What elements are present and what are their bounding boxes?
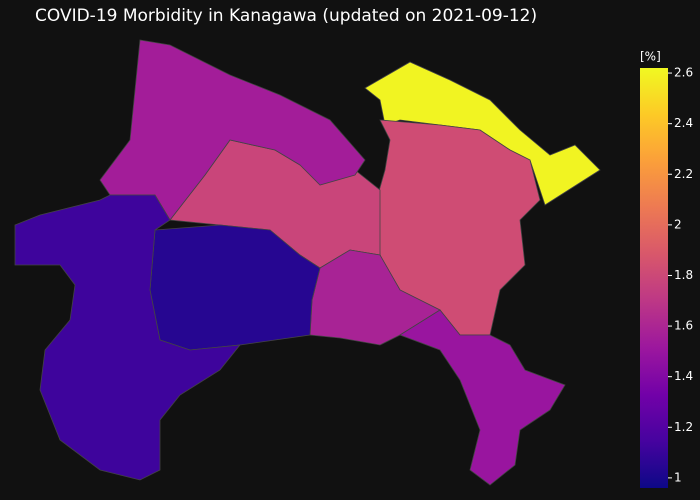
- colorbar-tick-label: 2: [674, 217, 682, 231]
- colorbar-tick-label: 2.2: [674, 167, 693, 181]
- colorbar-tick-label: 2.6: [674, 66, 693, 80]
- map: [14, 39, 601, 486]
- colorbar: [640, 68, 668, 488]
- chart-title: COVID-19 Morbidity in Kanagawa (updated …: [35, 6, 537, 26]
- colorbar-tick-label: 1: [674, 470, 682, 484]
- region: [99, 39, 366, 221]
- region: [399, 309, 566, 486]
- colorbar-title: [%]: [640, 50, 661, 64]
- colorbar-tick-label: 1.2: [674, 420, 693, 434]
- region: [14, 194, 241, 481]
- colorbar-tick-label: 1.6: [674, 319, 693, 333]
- colorbar-tick-label: 2.4: [674, 116, 693, 130]
- colorbar-tick-label: 1.4: [674, 369, 693, 383]
- colorbar-tick-label: 1.8: [674, 268, 693, 282]
